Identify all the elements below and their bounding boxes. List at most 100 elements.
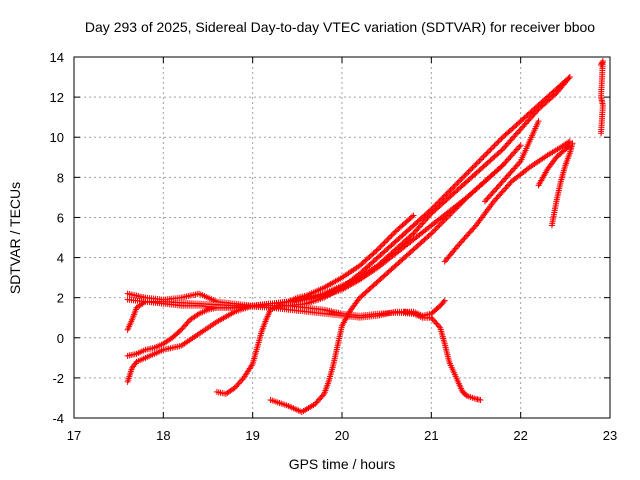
data-point [443,191,450,198]
data-point [384,236,391,243]
data-point [437,220,444,227]
data-point [475,159,482,166]
data-point [512,147,519,154]
data-point [462,195,469,202]
chart-title: Day 293 of 2025, Sidereal Day-to-day VTE… [85,19,595,35]
data-point [416,223,423,230]
data-point [470,163,477,170]
data-point [448,185,455,192]
data-point [385,235,392,242]
data-point [391,229,398,236]
data-point [506,155,513,162]
y-tick-label: 8 [57,170,64,185]
data-point [458,238,465,245]
data-point [458,175,465,182]
data-point [231,384,238,391]
data-point [234,382,241,389]
data-point [432,319,439,326]
data-point [498,163,505,170]
data-point [522,120,529,127]
data-point [235,380,242,387]
data-point [238,377,245,384]
data-point [490,143,497,150]
data-point [517,142,524,149]
data-point [436,222,443,229]
data-point [487,192,494,199]
data-point [516,127,523,134]
data-point [504,156,511,163]
data-point [502,185,509,192]
data-point [510,150,517,157]
data-point [527,114,534,121]
data-point [411,229,418,236]
data-point [432,202,439,209]
data-point [461,235,468,242]
data-point [503,141,510,148]
data-point [470,225,477,232]
data-point [497,181,504,188]
data-point [498,147,505,154]
data-point [526,116,533,123]
data-point [451,206,458,213]
data-point [409,213,416,220]
data-point [507,137,514,144]
data-point [504,172,511,179]
data-point [428,230,435,237]
data-point [520,123,527,130]
series-dip-21 [401,308,484,403]
data-point [443,215,450,222]
data-point [421,217,428,224]
data-point [428,314,435,321]
data-point [440,298,447,305]
data-point [524,119,531,126]
data-point [433,320,440,327]
x-tick-label: 17 [67,428,81,443]
y-tick-label: 0 [57,331,64,346]
series-rise-from-neg-1 [124,212,417,359]
data-point [503,158,510,165]
data-point [507,153,514,160]
data-point [489,189,496,196]
data-point [507,169,514,176]
series-late-rise-b [481,118,542,205]
data-point [440,193,447,200]
data-point [437,196,444,203]
data-point [469,226,476,233]
data-point [483,196,490,203]
grid-layer [74,57,610,418]
data-point [498,135,505,142]
tick-layer: 17 18 19 20 21 22 23 -4 -2 0 2 4 6 8 10 12 14 [50,50,618,443]
data-point [313,399,320,406]
x-tick-label: 19 [245,428,259,443]
data-point [502,175,509,182]
y-tick-label: -4 [52,411,64,426]
data-point [501,144,508,151]
data-point [479,155,486,162]
data-point [459,174,466,181]
data-point [388,232,395,239]
data-point [444,189,451,196]
data-point [442,216,449,223]
series-late-rise-a [441,138,573,265]
series-edge-points [598,58,606,137]
data-point [510,166,517,173]
data-point [420,219,427,226]
data-point [486,148,493,155]
data-point [491,142,498,149]
data-point [433,200,440,207]
data-point [488,145,495,152]
data-point [376,245,383,252]
data-point [429,316,436,323]
data-point [439,195,446,202]
data-point [492,196,499,203]
data-point [461,173,468,180]
data-point [377,243,384,250]
data-point [457,239,464,246]
data-point [455,242,462,249]
data-point [461,197,468,204]
data-point [485,194,492,201]
x-tick-label: 22 [513,428,527,443]
data-point [481,198,488,205]
